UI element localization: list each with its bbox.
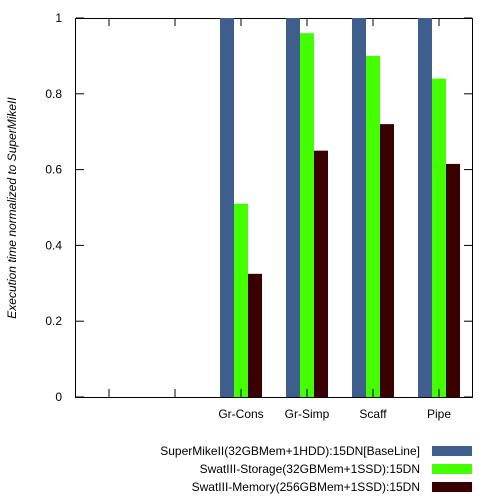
x-tick-label: Gr-Cons — [218, 407, 263, 421]
y-tick-label: 1 — [55, 11, 62, 25]
x-tick-label: Pipe — [427, 407, 451, 421]
bar-gr-cons-series-2 — [234, 203, 248, 397]
legend-label-series-1: SuperMikeII(32GBMem+1HDD):15DN[BaseLine] — [160, 444, 420, 458]
y-tick-label: 0.6 — [45, 163, 62, 177]
legend-swatch-series-1 — [432, 446, 472, 456]
plot-area-frame — [75, 18, 473, 398]
legend-swatch-series-2 — [432, 464, 472, 474]
bar-pipe-series-2 — [432, 78, 446, 397]
legend: SuperMikeII(32GBMem+1HDD):15DN[BaseLine]… — [160, 444, 472, 494]
bar-gr-simp-series-3 — [314, 150, 328, 397]
bars-group — [220, 18, 460, 398]
y-tick-label: 0 — [55, 390, 62, 404]
bar-pipe-series-1 — [418, 18, 432, 397]
bar-gr-cons-series-1 — [220, 18, 234, 397]
y-tick-label: 0.4 — [45, 238, 62, 252]
legend-label-series-2: SwatIII-Storage(32GBMem+1SSD):15DN — [200, 462, 420, 476]
legend-swatch-series-3 — [432, 482, 472, 492]
bar-scaff-series-2 — [366, 55, 380, 398]
bar-gr-simp-series-1 — [286, 18, 300, 397]
y-axis-label: Execution time normalized to SuperMikeII — [5, 97, 19, 319]
bar-gr-cons-series-3 — [248, 273, 262, 397]
bar-pipe-series-3 — [446, 163, 460, 397]
y-tick-label: 0.2 — [45, 314, 62, 328]
x-tick-label: Gr-Simp — [285, 407, 330, 421]
bar-scaff-series-1 — [352, 18, 366, 397]
legend-label-series-3: SwatIII-Memory(256GBMem+1SSD):15DN — [192, 480, 420, 494]
y-tick-label: 0.8 — [45, 87, 62, 101]
bar-scaff-series-3 — [380, 124, 394, 398]
y-axis-ticks: 0 0.2 0.4 0.6 0.8 1 — [45, 11, 472, 404]
bar-gr-simp-series-2 — [300, 33, 314, 397]
x-tick-label: Scaff — [359, 407, 387, 421]
x-axis-ticks: Gr-Cons Gr-Simp Scaff Pipe — [108, 18, 451, 421]
